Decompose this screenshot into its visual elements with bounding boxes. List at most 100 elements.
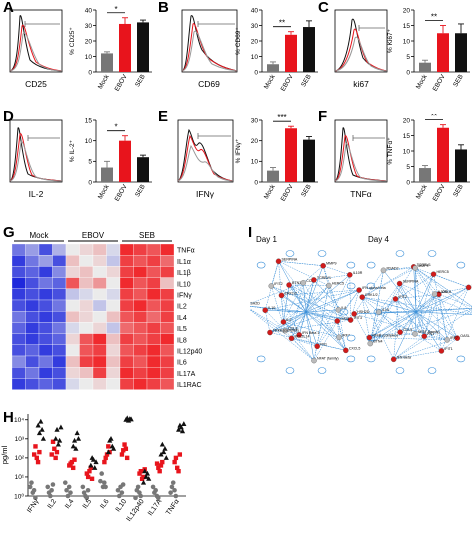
point-mock <box>102 480 107 485</box>
network-edge <box>393 335 425 360</box>
heatmap-cell <box>146 333 161 345</box>
point-ebov <box>119 452 125 457</box>
network-edge <box>393 311 417 360</box>
network-edge <box>378 273 434 313</box>
heatmap-cell <box>38 243 53 256</box>
point-mock <box>173 493 179 499</box>
point-seb <box>111 445 117 451</box>
heatmap-cell <box>79 277 94 289</box>
point-mock <box>80 484 86 490</box>
network-edge <box>361 296 394 360</box>
network-node-label: CCL8 <box>442 290 451 294</box>
x-category-label: IL6 <box>99 498 110 510</box>
point-mock <box>99 471 104 476</box>
flow-histograms: CD25 CD69 ki67 IL-2 IFNγ <box>9 9 388 199</box>
point-seb <box>55 441 61 447</box>
point-mock <box>64 487 69 493</box>
heatmap-cell <box>79 322 94 334</box>
heatmap-row-label: IL10 <box>177 281 191 288</box>
network-edge <box>399 283 472 314</box>
y-tick-label: 5 <box>406 164 410 171</box>
network-node <box>438 348 445 354</box>
network-node <box>412 331 418 337</box>
heatmap-cell <box>38 288 53 301</box>
point-seb <box>75 436 82 441</box>
point-ebov <box>138 468 144 474</box>
network-node-label: MMP9 <box>326 262 336 266</box>
heatmap-cell <box>133 299 148 312</box>
histogram-red-trace <box>177 134 234 182</box>
network-node <box>311 277 317 283</box>
network-self-loop <box>285 250 295 257</box>
network-node-label: CCL3 <box>288 327 297 331</box>
bar-chart-b: % CD69⁺ 0 10 20 30 40 Mock EBOV SEB ** <box>235 7 318 93</box>
network-self-loop <box>456 261 466 269</box>
heatmap-cell <box>25 277 40 289</box>
network-node-label: FN1 <box>427 332 434 336</box>
x-category-label: IL5 <box>82 498 93 510</box>
heatmap-cell <box>133 367 148 379</box>
network-edge <box>399 283 417 313</box>
heatmap-cell <box>160 378 175 390</box>
heatmap-cell <box>38 266 53 278</box>
network-edge <box>354 307 472 315</box>
network-node <box>351 311 357 317</box>
y-tick-label: 40 <box>85 7 93 14</box>
network-self-loop <box>366 355 376 363</box>
category-label: Mock <box>263 183 277 201</box>
histogram-frame <box>9 119 63 183</box>
heatmap-cell <box>25 299 40 312</box>
heatmap-cell <box>38 333 53 345</box>
heatmap-cell <box>38 367 53 379</box>
network-node-label: IFIT2 <box>399 295 407 299</box>
heatmap-cell <box>79 311 94 323</box>
network-node-label: MMP9 <box>418 264 428 268</box>
point-seb <box>162 445 168 451</box>
heatmap-cell <box>119 322 134 334</box>
network-node-label: IL10R <box>353 271 363 275</box>
significance-label: ** <box>279 19 285 28</box>
point-seb <box>159 441 165 447</box>
point-seb <box>146 475 152 481</box>
network-edge <box>323 265 350 276</box>
panel-label-i: I <box>248 224 253 241</box>
heatmap-cell <box>65 288 80 301</box>
heatmap-cell <box>92 243 107 256</box>
heatmap-cell <box>38 378 53 390</box>
heatmap-cell <box>146 243 161 256</box>
network-node <box>334 318 341 324</box>
network-edge <box>288 284 338 322</box>
point-seb <box>128 416 134 422</box>
network-node <box>412 265 418 271</box>
y-tick-label: 10 <box>251 54 259 61</box>
bar-seb <box>137 157 149 182</box>
y-axis-label: % TNFα⁺ <box>387 137 394 165</box>
heatmap-cell <box>79 266 94 278</box>
heatmap-cell <box>106 299 121 312</box>
point-seb <box>38 418 44 424</box>
bar-ebov <box>437 33 449 72</box>
heatmap-cell <box>106 378 121 390</box>
y-tick-label: 30 <box>251 23 259 30</box>
day4-title: Day 4 <box>368 235 389 244</box>
histogram-e: IFNγ <box>177 119 234 199</box>
category-label: SEB <box>452 184 465 199</box>
bar-ebov <box>437 127 449 182</box>
histogram-frame <box>9 9 63 73</box>
heatmap-cell <box>133 333 148 345</box>
network-edge <box>415 293 435 313</box>
network-node-label: NFAT (family) <box>317 357 339 361</box>
network-edge <box>413 266 458 339</box>
network-edge <box>278 261 329 286</box>
network-node-label: IFN Beta <box>397 355 411 359</box>
network-edge <box>313 279 351 321</box>
network-node <box>278 292 285 299</box>
network-edge <box>362 296 472 315</box>
network-edge <box>303 282 307 313</box>
point-mock <box>169 484 175 490</box>
heatmap-cell <box>65 367 80 379</box>
network-edge <box>271 285 307 313</box>
heatmap-cell <box>106 344 121 357</box>
histogram-a: CD25 <box>9 9 63 89</box>
